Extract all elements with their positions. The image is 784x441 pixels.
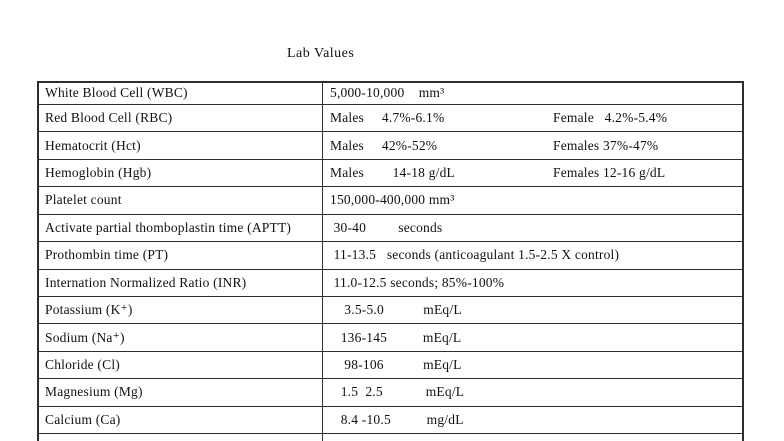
lab-range-value: [323, 434, 742, 441]
lab-range-value: 3.5-5.0 mEq/L: [330, 302, 462, 318]
lab-test-name: White Blood Cell (WBC): [39, 83, 323, 104]
table-row-partial: [39, 434, 742, 441]
male-range: Males 4.7%-6.1%: [330, 110, 445, 126]
page-title: Lab Values: [287, 46, 355, 61]
lab-test-name: Prothombin time (PT): [39, 242, 323, 269]
lab-test-name: Potassium (K⁺): [39, 296, 323, 324]
lab-range-value: 136-145 mEq/L: [330, 329, 462, 345]
lab-test-name: Calcium (Ca): [39, 406, 323, 434]
lab-test-name: Activate partial thomboplastin time (APT…: [39, 214, 323, 242]
table-row: Platelet count 150,000-400,000 mm³: [39, 187, 742, 215]
male-range: Males 42%-52%: [330, 137, 438, 153]
female-range: Females 37%-47%: [553, 137, 659, 153]
lab-test-name: Sodium (Na⁺): [39, 324, 323, 351]
female-range: Female 4.2%-5.4%: [553, 110, 668, 126]
lab-test-name: Red Blood Cell (RBC): [39, 104, 323, 132]
table-row: Hematocrit (Hct) Males 42%-52% Females 3…: [39, 132, 742, 160]
lab-range-value: Males 4.7%-6.1% Female 4.2%-5.4%: [323, 105, 742, 131]
table-row: Prothombin time (PT) 11-13.5 seconds (an…: [39, 242, 742, 270]
lab-range-value: 5,000-10,000 mm³: [330, 85, 445, 101]
lab-range-value: 30-40 seconds: [330, 219, 443, 235]
lab-test-name: Magnesium (Mg): [39, 379, 323, 406]
lab-values-table: White Blood Cell (WBC) 5,000-10,000 mm³ …: [37, 81, 744, 441]
table-row: Potassium (K⁺) 3.5-5.0 mEq/L: [39, 296, 742, 325]
lab-test-name: Hemoglobin (Hgb): [39, 159, 323, 187]
lab-test-name: [39, 434, 323, 441]
lab-range-value: 11-13.5 seconds (anticoagulant 1.5-2.5 X…: [330, 247, 620, 263]
table-row: Red Blood Cell (RBC) Males 4.7%-6.1% Fem…: [39, 104, 742, 133]
lab-range-value: 98-106 mEq/L: [330, 357, 462, 373]
lab-test-name: Internation Normalized Ratio (INR): [39, 269, 323, 296]
lab-range-value: Males 42%-52% Females 37%-47%: [323, 132, 742, 158]
lab-range-value: 8.4 -10.5 mg/dL: [330, 411, 464, 427]
lab-range-value: 150,000-400,000 mm³: [330, 192, 455, 208]
lab-range-value: 1.5 2.5 mEq/L: [330, 384, 465, 400]
lab-test-name: Chloride (Cl): [39, 351, 323, 379]
table-row: Activate partial thomboplastin time (APT…: [39, 214, 742, 243]
table-row: Sodium (Na⁺) 136-145 mEq/L: [39, 324, 742, 352]
female-range: Females 12-16 g/dL: [553, 164, 666, 180]
lab-range-value: 11.0-12.5 seconds; 85%-100%: [330, 274, 505, 290]
lab-test-name: Hematocrit (Hct): [39, 132, 323, 159]
table-row: White Blood Cell (WBC) 5,000-10,000 mm³: [39, 83, 742, 105]
table-row: Calcium (Ca) 8.4 -10.5 mg/dL: [39, 406, 742, 435]
male-range: Males 14-18 g/dL: [330, 164, 455, 180]
table-row: Chloride (Cl) 98-106 mEq/L: [39, 351, 742, 380]
table-row: Internation Normalized Ratio (INR) 11.0-…: [39, 269, 742, 297]
lab-test-name: Platelet count: [39, 187, 323, 214]
table-row: Hemoglobin (Hgb) Males 14-18 g/dL Female…: [39, 159, 742, 188]
lab-range-value: Males 14-18 g/dL Females 12-16 g/dL: [323, 160, 742, 186]
table-row: Magnesium (Mg) 1.5 2.5 mEq/L: [39, 379, 742, 407]
